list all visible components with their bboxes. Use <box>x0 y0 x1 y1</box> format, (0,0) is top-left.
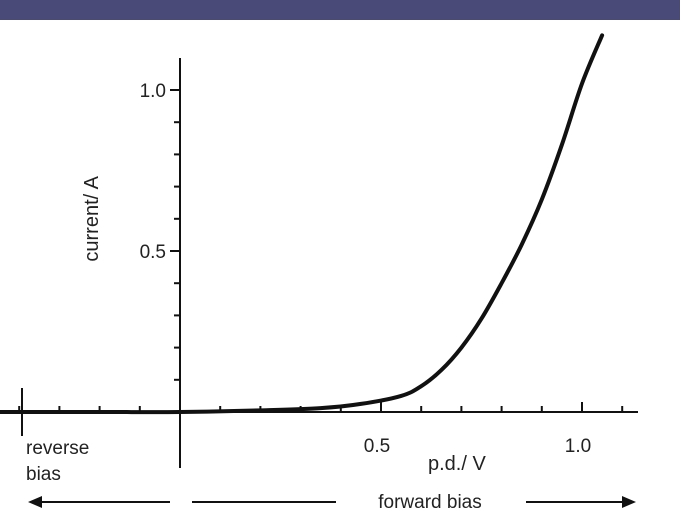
reverse-bias-line-2: bias <box>26 464 61 485</box>
y-tick-label-1: 1.0 <box>140 81 166 102</box>
forward-bias-label: forward bias <box>378 492 482 513</box>
reverse-arrow-head <box>28 496 42 508</box>
y-tick-label-0: 0.5 <box>140 242 166 263</box>
top-band <box>0 0 680 20</box>
forward-arrow-head <box>622 496 636 508</box>
x-tick-label-1: 1.0 <box>565 436 591 457</box>
minor-ticks <box>18 89 624 412</box>
current-curve <box>0 33 605 415</box>
reverse-bias-line-1: reverse <box>26 438 89 459</box>
bias-arrows <box>28 496 636 508</box>
x-axis-title: p.d./ V <box>428 453 486 475</box>
reverse-bias-label: reverse bias <box>26 438 89 485</box>
x-tick-label-0: 0.5 <box>364 436 390 457</box>
y-axis-title: current/ A <box>81 175 103 261</box>
